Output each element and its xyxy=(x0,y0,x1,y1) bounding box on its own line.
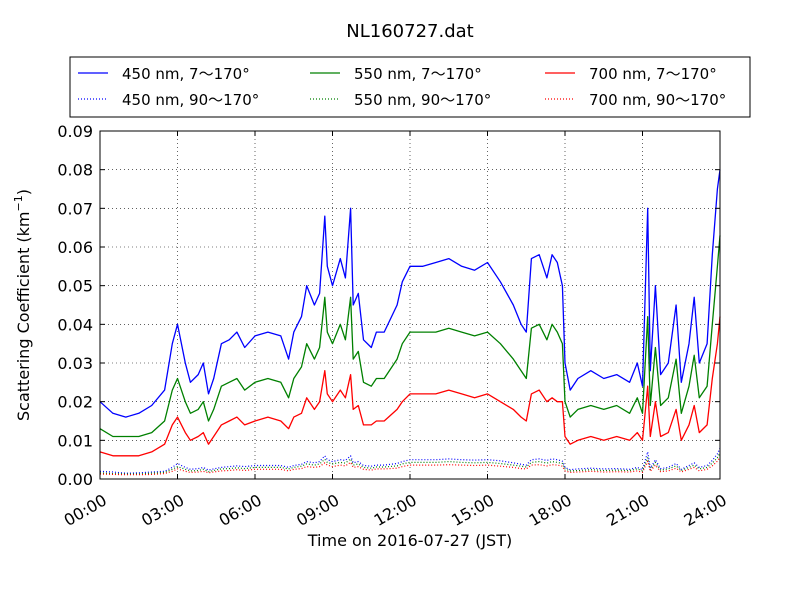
x-axis-label: Time on 2016-07-27 (JST) xyxy=(307,531,512,550)
x-tick-label: 18:00 xyxy=(526,490,575,530)
y-tick-label: 0.01 xyxy=(57,431,93,450)
legend-box xyxy=(69,56,751,118)
y-axis-label-sup: −1 xyxy=(12,195,25,211)
y-tick-labels: 0.00 0.01 0.02 0.03 0.04 0.05 0.06 0.07 0.08 0.09 xyxy=(57,122,93,489)
chart-title: NL160727.dat xyxy=(346,21,473,42)
x-tick-label: 15:00 xyxy=(448,490,497,530)
grid xyxy=(99,130,721,480)
x-tick-label: 24:00 xyxy=(681,490,730,530)
series-line xyxy=(99,447,721,474)
legend-label: 550 nm, 7～170° xyxy=(354,65,482,83)
legend-label: 700 nm, 90～170° xyxy=(589,91,726,109)
y-tick-label: 0.08 xyxy=(57,161,93,180)
legend-label: 450 nm, 7～170° xyxy=(122,65,250,83)
x-tick-label: 09:00 xyxy=(293,490,342,530)
legend-label: 550 nm, 90～170° xyxy=(354,91,491,109)
series-layer xyxy=(99,169,721,476)
x-tick-label: 03:00 xyxy=(138,490,187,530)
y-tick-label: 0.09 xyxy=(57,122,93,141)
y-tick-label: 0.03 xyxy=(57,354,93,373)
series-line xyxy=(99,169,721,418)
y-tick-label: 0.06 xyxy=(57,238,93,257)
y-tick-label: 0.04 xyxy=(57,315,93,334)
y-axis-label-main: Scattering Coefficient (km xyxy=(14,211,33,421)
y-axis-label: Scattering Coefficient (km−1) xyxy=(12,189,33,421)
y-tick-label: 0.02 xyxy=(57,393,93,412)
y-tick-label: 0.07 xyxy=(57,199,93,218)
y-axis-label-close: ) xyxy=(14,189,33,195)
x-tick-label: 21:00 xyxy=(603,490,652,530)
x-tick-labels: 00:00 03:00 06:00 09:00 12:00 15:00 18:00 21:00… xyxy=(61,490,730,530)
legend-label: 700 nm, 7～170° xyxy=(589,65,717,83)
legend: 450 nm, 7～170° 450 nm, 90～170° 550 nm, 7～1… xyxy=(69,56,751,118)
ticks xyxy=(99,130,721,480)
x-tick-label: 06:00 xyxy=(216,490,265,530)
y-tick-label: 0.00 xyxy=(57,470,93,489)
series-line xyxy=(99,316,721,457)
x-tick-label: 00:00 xyxy=(61,490,110,530)
series-line xyxy=(99,456,721,476)
x-tick-label: 12:00 xyxy=(371,490,420,530)
legend-label: 450 nm, 90～170° xyxy=(122,91,259,109)
y-tick-label: 0.05 xyxy=(57,277,93,296)
series-line xyxy=(99,235,721,438)
